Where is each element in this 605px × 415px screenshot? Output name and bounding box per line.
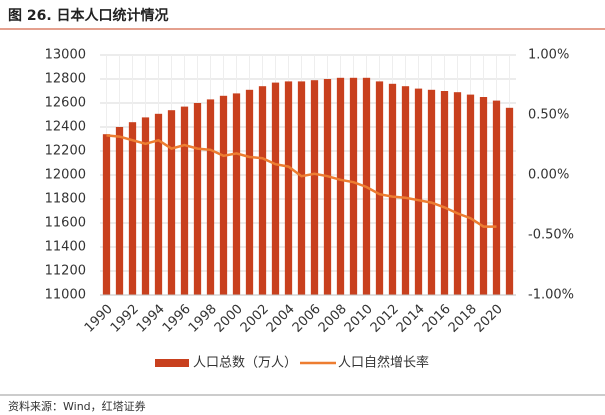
bar [414, 88, 423, 295]
y2-tick-label: 0.50% [528, 108, 569, 123]
bar [206, 99, 215, 296]
bar [323, 79, 332, 295]
x-tick-label: 1998 [186, 302, 220, 336]
y-tick-label: 11600 [45, 216, 86, 231]
x-tick-label: 2014 [394, 302, 428, 336]
x-tick-label: 2016 [420, 302, 454, 336]
source: 资料来源：Wind，红塔证券 [8, 399, 146, 413]
y-tick-label: 13000 [45, 48, 86, 63]
bar [167, 110, 176, 295]
x-tick-label: 2018 [446, 302, 480, 336]
bar [388, 83, 397, 295]
legend-label: 人口自然增长率 [338, 355, 429, 371]
y-tick-label: 11400 [45, 240, 86, 255]
y-tick-label: 12600 [45, 96, 86, 111]
bar [466, 94, 475, 295]
x-tick-label: 2008 [316, 302, 350, 336]
bar [115, 127, 124, 295]
y-tick-label: 12200 [45, 144, 86, 159]
bar [193, 103, 202, 295]
x-tick-label: 2010 [342, 302, 376, 336]
bar [102, 134, 111, 295]
bar [349, 77, 358, 295]
y2-tick-label: 0.00% [528, 168, 569, 183]
x-tick-label: 2002 [238, 302, 272, 336]
bar [401, 86, 410, 295]
bar [219, 95, 228, 295]
x-tick-label: 1996 [160, 302, 194, 336]
bar [453, 92, 462, 295]
bar [492, 100, 501, 295]
x-tick-label: 1994 [134, 302, 168, 336]
y2-tick-label: 1.00% [528, 48, 569, 63]
y-tick-label: 12000 [45, 168, 86, 183]
bar [284, 81, 293, 296]
x-tick-label: 2000 [212, 302, 246, 336]
x-tick-label: 2004 [264, 302, 298, 336]
legend-swatch [155, 359, 189, 367]
bar [440, 91, 449, 295]
x-tick-label: 2006 [290, 302, 324, 336]
bar [479, 97, 488, 295]
bar [271, 82, 280, 295]
x-tick-label: 1992 [108, 302, 142, 336]
bar [180, 106, 189, 295]
y-tick-label: 12800 [45, 72, 86, 87]
chart-title: 图 26. 日本人口统计情况 [8, 7, 169, 24]
bar [154, 113, 163, 295]
y2-tick-label: -0.50% [528, 228, 574, 243]
bar [141, 117, 150, 296]
bar [310, 80, 319, 295]
x-tick-label: 2012 [368, 302, 402, 336]
bar [427, 89, 436, 295]
legend-label: 人口总数（万人） [193, 356, 297, 371]
bar [297, 81, 306, 296]
y2-tick-label: -1.00% [528, 288, 574, 303]
bar [232, 93, 241, 296]
y-tick-label: 11800 [45, 192, 86, 207]
x-tick-label: 2020 [472, 302, 506, 336]
bar [375, 81, 384, 296]
bar [336, 77, 345, 295]
y-tick-label: 11200 [45, 264, 86, 279]
y-tick-label: 11000 [45, 288, 86, 303]
x-tick-label: 1990 [82, 302, 116, 336]
bar [258, 86, 267, 295]
line [106, 134, 497, 228]
bar [505, 107, 514, 295]
bar [245, 89, 254, 295]
bar [128, 122, 137, 295]
y-tick-label: 12400 [45, 120, 86, 135]
